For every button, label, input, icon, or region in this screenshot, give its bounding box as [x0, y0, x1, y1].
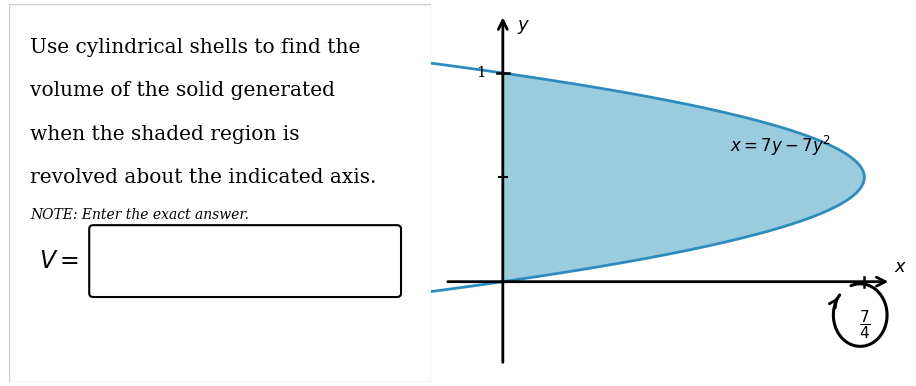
- FancyBboxPatch shape: [9, 4, 431, 382]
- Polygon shape: [503, 73, 865, 282]
- Text: $x$: $x$: [894, 258, 907, 276]
- Text: NOTE: Enter the exact answer.: NOTE: Enter the exact answer.: [30, 208, 249, 222]
- Text: 1: 1: [476, 66, 485, 80]
- FancyBboxPatch shape: [89, 225, 401, 297]
- Text: revolved about the indicated axis.: revolved about the indicated axis.: [30, 168, 376, 188]
- Text: $y$: $y$: [518, 19, 530, 36]
- Text: $\dfrac{7}{4}$: $\dfrac{7}{4}$: [858, 309, 870, 342]
- Text: when the shaded region is: when the shaded region is: [30, 125, 300, 144]
- Text: $V =$: $V =$: [38, 250, 79, 273]
- Text: Use cylindrical shells to find the: Use cylindrical shells to find the: [30, 38, 361, 57]
- Text: $x = 7y - 7y^2$: $x = 7y - 7y^2$: [730, 134, 831, 158]
- Text: volume of the solid generated: volume of the solid generated: [30, 81, 335, 100]
